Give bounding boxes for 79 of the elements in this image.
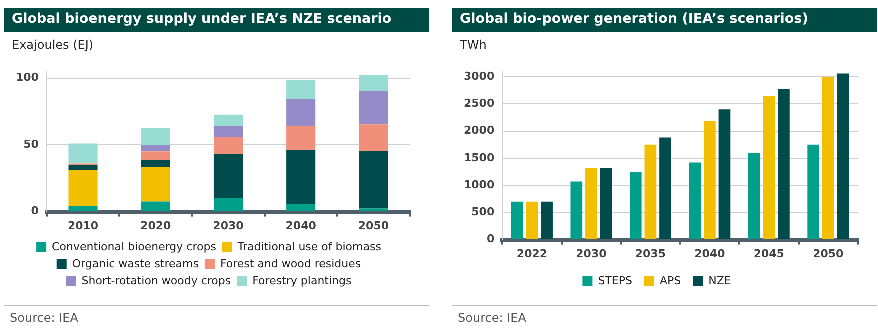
x-tick-label: 2030 bbox=[213, 219, 244, 232]
bar bbox=[68, 144, 98, 164]
bar bbox=[68, 165, 98, 170]
bar bbox=[286, 99, 316, 126]
x-tick-label: 2022 bbox=[516, 247, 548, 260]
bar bbox=[541, 202, 553, 240]
x-tick-label: 2010 bbox=[68, 219, 99, 232]
x-tick-label: 2040 bbox=[694, 247, 726, 260]
bar bbox=[359, 91, 388, 125]
bar bbox=[141, 160, 170, 168]
y-tick-label: 2500 bbox=[464, 97, 495, 110]
bar bbox=[286, 80, 316, 100]
bar bbox=[704, 120, 716, 240]
y-tick-label: 1500 bbox=[464, 151, 495, 164]
legend-label: Conventional bioenergy crops bbox=[52, 240, 217, 254]
bar bbox=[68, 170, 98, 206]
bar bbox=[214, 154, 244, 198]
x-tick-label: 2020 bbox=[140, 219, 172, 232]
bar bbox=[512, 202, 524, 240]
legend-label: Organic waste streams bbox=[72, 257, 200, 270]
bar bbox=[286, 126, 316, 150]
x-tick-label: 2045 bbox=[754, 247, 784, 260]
legend-label: Traditional use of biomass bbox=[236, 240, 382, 254]
bar bbox=[718, 110, 731, 240]
bar bbox=[286, 150, 316, 204]
source-note: Source: IEA bbox=[10, 311, 78, 325]
x-tick-label: 2050 bbox=[813, 247, 844, 260]
y-tick-label: 3000 bbox=[464, 70, 495, 83]
bar bbox=[359, 208, 388, 212]
chart-title: Global bioenergy supply under IEA’s NZE scenario bbox=[4, 8, 429, 32]
x-tick-label: 2035 bbox=[635, 247, 666, 260]
source-note: Source: IEA bbox=[458, 311, 526, 325]
legend-label: Forest and wood residues bbox=[220, 257, 362, 270]
bar bbox=[644, 144, 657, 240]
bar bbox=[359, 124, 388, 152]
bar bbox=[600, 168, 612, 240]
y-tick-label: 0 bbox=[486, 232, 495, 246]
legend-label: Forestry plantings bbox=[252, 274, 352, 288]
x-tick-label: 2050 bbox=[358, 219, 390, 232]
y-axis-title: Exajoules (EJ) bbox=[12, 38, 95, 53]
bar bbox=[286, 204, 316, 212]
bar bbox=[822, 77, 834, 240]
y-tick-label: 1000 bbox=[464, 178, 495, 192]
bar bbox=[660, 138, 672, 240]
legend-label: NZE bbox=[708, 274, 732, 288]
bar bbox=[214, 137, 244, 154]
bar bbox=[778, 90, 790, 240]
bar bbox=[689, 162, 702, 240]
x-tick-label: 2040 bbox=[286, 219, 317, 232]
bar bbox=[526, 202, 538, 240]
bar bbox=[141, 128, 170, 146]
bar bbox=[570, 182, 583, 240]
bar bbox=[763, 96, 776, 240]
bar bbox=[68, 206, 98, 212]
bar bbox=[837, 74, 850, 240]
bar bbox=[359, 151, 388, 209]
y-tick-label: 50 bbox=[24, 138, 40, 151]
bar bbox=[214, 198, 244, 212]
bar bbox=[359, 75, 388, 92]
y-tick-label: 2000 bbox=[464, 124, 495, 138]
chart-title: Global bio-power generation (IEA’s scenarios) bbox=[452, 8, 877, 32]
bar bbox=[141, 145, 170, 152]
bar bbox=[141, 152, 170, 160]
legend-label: Short-rotation woody crops bbox=[82, 274, 232, 288]
legend-label: APS bbox=[660, 274, 682, 288]
bar bbox=[586, 168, 598, 240]
y-tick-label: 0 bbox=[31, 204, 40, 218]
bar bbox=[808, 144, 820, 240]
bar bbox=[214, 126, 244, 138]
bar bbox=[214, 114, 244, 126]
y-axis-title: TWh bbox=[460, 38, 488, 53]
bar bbox=[141, 202, 170, 212]
bar bbox=[141, 167, 170, 202]
legend-label: STEPS bbox=[598, 274, 632, 288]
y-tick-label: 500 bbox=[472, 206, 495, 219]
x-tick-label: 2030 bbox=[576, 247, 608, 260]
bar bbox=[630, 172, 642, 240]
bar bbox=[748, 154, 760, 240]
y-tick-label: 100 bbox=[16, 71, 40, 84]
